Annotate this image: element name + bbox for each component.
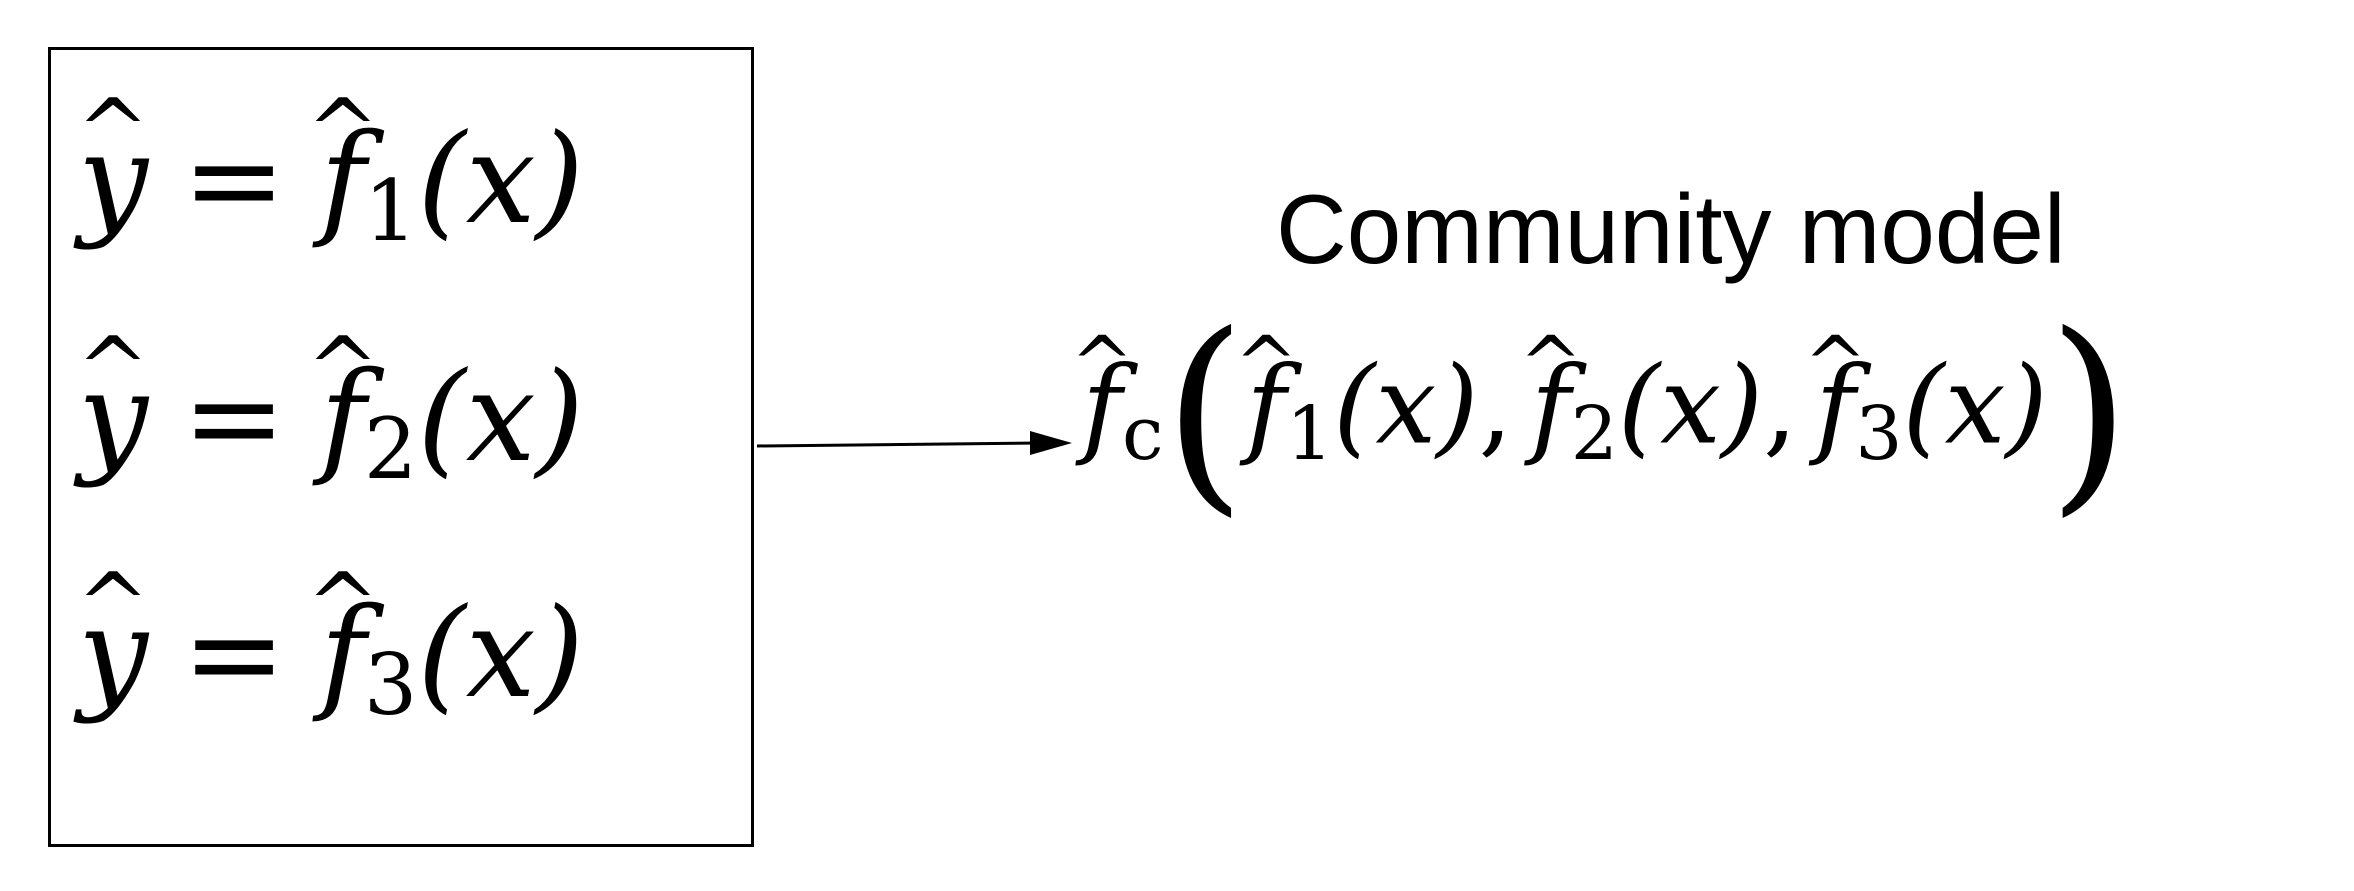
term-argument: (x) [1617, 343, 1764, 469]
equals-sign: = [182, 582, 286, 726]
term-index: 1 [1286, 390, 1334, 477]
model-argument: (x) [417, 108, 585, 252]
community-index: c [1121, 390, 1164, 477]
model-index: 2 [363, 400, 418, 499]
term-index: 2 [1570, 390, 1618, 477]
f-hat: ^ f [306, 318, 380, 490]
term-index: 3 [1855, 390, 1903, 477]
model-index: 1 [363, 162, 418, 261]
model-equation-2: ^ y = ^ f2(x) [76, 318, 584, 492]
f-hat: ^ f [306, 80, 380, 252]
term-argument: (x) [1333, 343, 1479, 469]
term-f-hat-3: ^ f [1803, 319, 1868, 469]
model-equation-3: ^ y = ^ f3(x) [76, 554, 584, 728]
f-hat-c: ^ f [1070, 319, 1134, 469]
model-equation-1: ^ y = ^ f1(x) [76, 80, 584, 254]
y-hat: ^ y [76, 318, 150, 490]
y-hat: ^ y [76, 80, 150, 252]
equals-sign: = [182, 346, 286, 490]
arrow-shaft [756, 441, 1041, 448]
model-index: 3 [363, 636, 418, 735]
term-separator: , [1763, 343, 1798, 469]
equals-sign: = [182, 108, 286, 252]
arrow-head-icon [1030, 431, 1072, 455]
community-model-expression: ^ fc(^ f1(x), ^ f2(x), ^ f3(x)) [1070, 306, 2130, 518]
term-f-hat-1: ^ f [1234, 319, 1298, 469]
term-argument: (x) [1902, 343, 2048, 469]
term-f-hat-2: ^ f [1519, 319, 1583, 469]
left-paren: ( [1163, 288, 1247, 535]
model-argument: (x) [417, 346, 585, 490]
y-hat: ^ y [76, 554, 150, 726]
community-model-title: Community model [1276, 174, 2066, 284]
f-hat: ^ f [306, 554, 380, 726]
term-separator: , [1478, 343, 1513, 469]
model-argument: (x) [417, 582, 585, 726]
individual-models-box [48, 47, 754, 847]
right-paren: ) [2047, 288, 2131, 535]
